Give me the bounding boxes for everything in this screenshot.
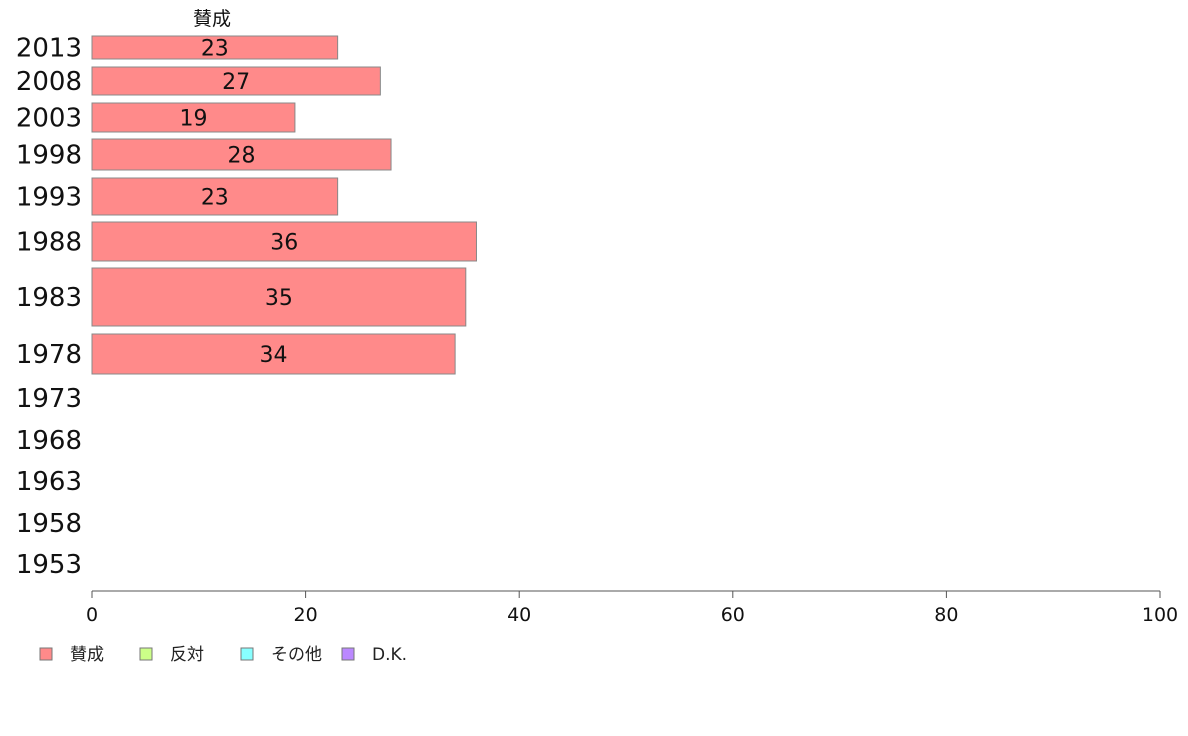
year-label-2013: 2013 (16, 34, 82, 64)
x-tick-label-0: 0 (86, 604, 98, 626)
year-label-1988: 1988 (16, 228, 82, 258)
year-label-1978: 1978 (16, 340, 82, 370)
bar-1988 (91, 221, 477, 262)
labels-layer: 2013 23 2008 27 2003 19 1998 28 1993 23 1988 36 1983… (16, 34, 298, 581)
bar-1998 (91, 138, 392, 171)
bar-value-1998: 28 (228, 144, 256, 169)
bar-2008 (91, 66, 381, 96)
bar-value-1983: 35 (265, 286, 293, 311)
bar-1993 (91, 177, 339, 216)
legend-swatch-3 (341, 647, 355, 661)
year-label-1983: 1983 (16, 283, 82, 313)
year-label-2003: 2003 (16, 104, 82, 134)
bar-value-1993: 23 (201, 186, 229, 211)
bar-1983 (91, 267, 467, 327)
series-title: 賛成 (193, 8, 231, 30)
x-tick-label-40: 40 (507, 604, 531, 626)
year-label-1973: 1973 (16, 384, 82, 414)
bar-value-2013: 23 (201, 37, 229, 62)
x-tick-label-100: 100 (1142, 604, 1178, 626)
legend-label-0: 賛成 (70, 645, 104, 665)
legend-label-2: その他 (271, 645, 322, 665)
bar-2003 (91, 102, 296, 133)
bar-1978 (91, 333, 456, 375)
year-label-1993: 1993 (16, 183, 82, 213)
legend: 賛成 反対 その他 D.K. (39, 645, 407, 665)
year-label-1968: 1968 (16, 426, 82, 456)
x-tick-label-80: 80 (934, 604, 958, 626)
year-label-1958: 1958 (16, 509, 82, 539)
legend-label-3: D.K. (372, 645, 407, 665)
x-tick-label-60: 60 (721, 604, 745, 626)
x-axis: 0 20 40 60 80 100 (86, 590, 1178, 626)
bars-layer (91, 35, 477, 375)
bar-value-1978: 34 (260, 343, 288, 368)
bar-value-2008: 27 (222, 70, 250, 95)
legend-swatch-0 (39, 647, 53, 661)
bar-value-2003: 19 (179, 107, 207, 132)
bar-2013 (91, 35, 339, 60)
legend-swatch-1 (139, 647, 153, 661)
year-label-2008: 2008 (16, 67, 82, 97)
bar-value-1988: 36 (270, 231, 298, 256)
year-label-1953: 1953 (16, 550, 82, 580)
legend-swatch-2 (240, 647, 254, 661)
year-label-1998: 1998 (16, 141, 82, 171)
x-tick-label-20: 20 (294, 604, 318, 626)
year-label-1963: 1963 (16, 467, 82, 497)
legend-label-1: 反対 (170, 645, 204, 665)
